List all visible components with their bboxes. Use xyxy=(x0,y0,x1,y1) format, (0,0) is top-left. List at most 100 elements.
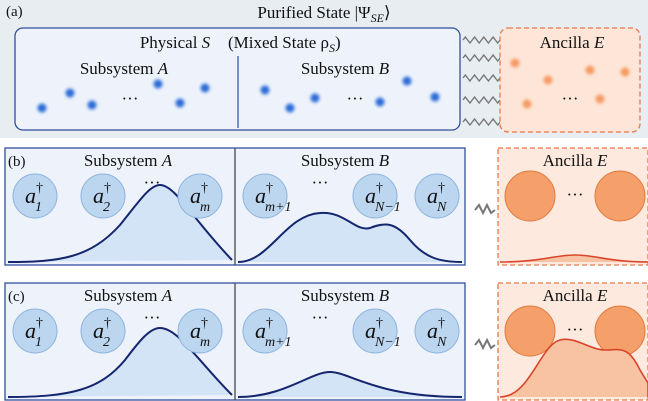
ancilla-particle xyxy=(511,59,520,68)
ancilla-label-text: Ancilla xyxy=(543,151,597,170)
physical-label-symbol: S xyxy=(202,33,211,52)
mixed-state-label: (Mixed State ρS) xyxy=(228,33,341,55)
operator-dagger: † xyxy=(36,316,43,331)
ellipsis: ··· xyxy=(312,308,329,327)
panel-a-title: Purified State |ΨSE⟩ xyxy=(257,3,390,25)
operator-dagger: † xyxy=(376,316,383,331)
operator-index: N xyxy=(436,200,447,215)
title-text: Purified State |Ψ xyxy=(257,3,371,22)
operator-index: N−1 xyxy=(374,335,401,350)
particle xyxy=(88,101,97,110)
page: {"panel_a": {"label": "(a)", "title": {"… xyxy=(0,0,648,401)
subsystem-b-label-symbol: B xyxy=(379,286,390,305)
particle xyxy=(176,99,185,108)
ancilla-particle xyxy=(586,66,595,75)
figure: (a)Purified State |ΨSE⟩Physical S(Mixed … xyxy=(0,0,648,401)
ancilla-label-text: Ancilla xyxy=(540,33,594,52)
operator-dagger: † xyxy=(438,181,445,196)
ancilla-mode xyxy=(505,171,555,221)
ancilla-label: Ancilla E xyxy=(540,33,605,52)
operator-index: 1 xyxy=(35,200,42,215)
ancilla-label: Ancilla E xyxy=(543,286,608,305)
subsystem-a-label: Subsystem A xyxy=(80,59,169,78)
operator-dagger: † xyxy=(36,181,43,196)
subsystem-b-label-text: Subsystem xyxy=(301,286,379,305)
subsystem-b-label-text: Subsystem xyxy=(301,151,379,170)
ancilla-particle xyxy=(621,68,630,77)
ancilla-particle xyxy=(596,95,605,104)
ancilla-label: Ancilla E xyxy=(543,151,608,170)
physical-label-text: Physical xyxy=(140,33,202,52)
particle xyxy=(261,86,270,95)
operator-index: 1 xyxy=(35,335,42,350)
subsystem-b-label-symbol: B xyxy=(379,59,390,78)
ellipsis: ··· xyxy=(312,173,329,192)
operator-dagger: † xyxy=(201,181,208,196)
subsystem-a-label: Subsystem A xyxy=(84,151,173,170)
subsystem-a-label-text: Subsystem xyxy=(84,151,162,170)
subsystem-a-label-symbol: A xyxy=(161,151,173,170)
operator-index: 2 xyxy=(103,335,110,350)
particle xyxy=(311,94,320,103)
ancilla-particle xyxy=(544,76,553,85)
physical-label: Physical S xyxy=(140,33,211,52)
subsystem-a-label-text: Subsystem xyxy=(80,59,158,78)
operator-dagger: † xyxy=(376,181,383,196)
ancilla-label-text: Ancilla xyxy=(543,286,597,305)
panel-c: (c)Subsystem ASubsystem Ba†1a†2a†ma†m+1a… xyxy=(5,283,648,400)
subsystem-a-label-symbol: A xyxy=(157,59,169,78)
ancilla-particle xyxy=(523,100,532,109)
particle xyxy=(431,93,440,102)
operator-index: N−1 xyxy=(374,200,401,215)
operator-index: m+1 xyxy=(265,335,292,350)
subsystem-a-label-text: Subsystem xyxy=(84,286,162,305)
ellipsis: ··· xyxy=(567,320,584,339)
entangling-link xyxy=(475,340,495,348)
ancilla-mode xyxy=(595,171,645,221)
title-close: ⟩ xyxy=(384,3,391,22)
ancilla-mode xyxy=(595,306,645,356)
subsystem-b-label-symbol: B xyxy=(379,151,390,170)
ancilla-label-symbol: E xyxy=(596,151,608,170)
ellipsis: ··· xyxy=(347,89,364,108)
operator-dagger: † xyxy=(266,316,273,331)
subsystem-a-label: Subsystem A xyxy=(84,286,173,305)
operator-dagger: † xyxy=(266,181,273,196)
panel-label: (b) xyxy=(8,154,26,170)
operator-index: m xyxy=(200,335,210,350)
subsystem-b-label: Subsystem B xyxy=(301,286,390,305)
ellipsis: ··· xyxy=(562,89,579,108)
particle xyxy=(201,84,210,93)
particle xyxy=(38,104,47,113)
operator-index: m xyxy=(200,200,210,215)
panel-label: (c) xyxy=(8,289,25,305)
operator-index: N xyxy=(436,335,447,350)
ellipsis: ··· xyxy=(567,185,584,204)
body: (a)Purified State |ΨSE⟩Physical S(Mixed … xyxy=(0,0,648,401)
panel-label: (a) xyxy=(6,4,23,20)
entangling-link xyxy=(475,205,495,213)
mixed-close: ) xyxy=(335,33,341,52)
particle xyxy=(403,77,412,86)
particle xyxy=(154,80,163,89)
ancilla-label-symbol: E xyxy=(596,286,608,305)
subsystem-a-label-symbol: A xyxy=(161,286,173,305)
operator-dagger: † xyxy=(104,316,111,331)
particle xyxy=(376,98,385,107)
operator-dagger: † xyxy=(201,316,208,331)
ancilla-label-symbol: E xyxy=(593,33,605,52)
operator-dagger: † xyxy=(438,316,445,331)
ellipsis: ··· xyxy=(122,89,139,108)
mixed-text: (Mixed State ρ xyxy=(228,33,329,52)
ellipsis: ··· xyxy=(144,173,161,192)
title-sub: SE xyxy=(371,11,385,25)
operator-index: 2 xyxy=(103,200,110,215)
subsystem-b-label: Subsystem B xyxy=(301,151,390,170)
subsystem-b-label-text: Subsystem xyxy=(301,59,379,78)
operator-index: m+1 xyxy=(265,200,292,215)
ellipsis: ··· xyxy=(144,308,161,327)
operator-dagger: † xyxy=(104,181,111,196)
subsystem-b-label: Subsystem B xyxy=(301,59,390,78)
particle xyxy=(66,89,75,98)
particle xyxy=(286,104,295,113)
